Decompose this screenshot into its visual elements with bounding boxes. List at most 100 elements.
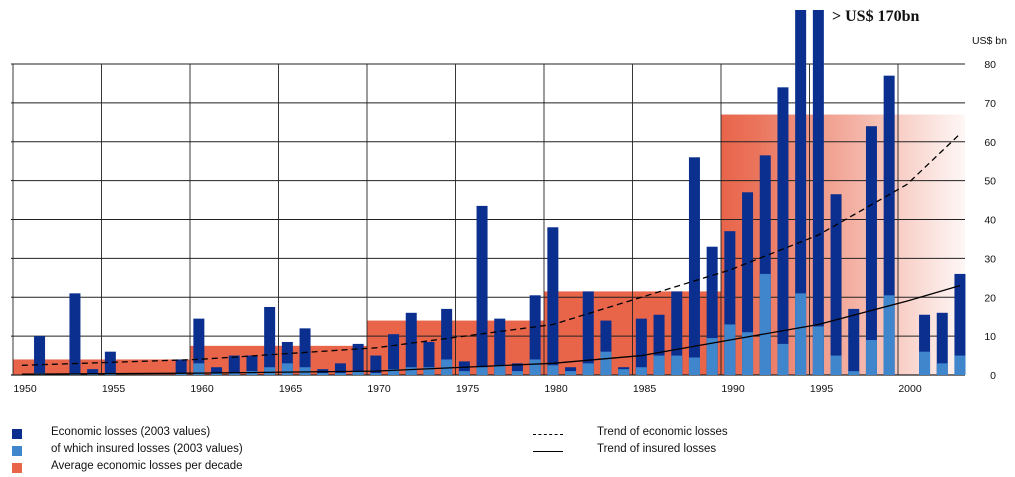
y-tick-label-0: 0 xyxy=(990,370,996,382)
bar-economic-1982 xyxy=(582,291,594,375)
bar-insured-1965 xyxy=(281,363,293,375)
legend-line-trend-economic xyxy=(533,434,563,435)
legend-label-trend-economic: Trend of economic losses xyxy=(597,426,728,438)
bar-economic-1999 xyxy=(883,75,895,375)
bar-economic-1998 xyxy=(865,126,877,375)
bar-insured-1980 xyxy=(547,365,559,375)
bar-insured-1977 xyxy=(494,365,506,375)
bar-insured-1994 xyxy=(795,293,807,375)
y-tick-label-20: 20 xyxy=(984,292,996,304)
bar-insured-1998 xyxy=(865,340,877,375)
bar-insured-1982 xyxy=(582,363,594,375)
bar-economic-1962 xyxy=(228,355,240,375)
bar-insured-1986 xyxy=(653,355,665,375)
bar-insured-1995 xyxy=(812,326,824,375)
bar-economic-1987 xyxy=(671,291,683,375)
bar-insured-1993 xyxy=(777,343,789,375)
legend-line-trend-insured xyxy=(533,451,563,452)
bar-insured-1979 xyxy=(529,359,541,375)
legend-swatch-economic xyxy=(12,429,22,439)
bar-economic-1985 xyxy=(635,318,647,375)
bar-insured-1974 xyxy=(441,359,453,375)
x-tick-label-1965: 1965 xyxy=(279,383,303,395)
bar-insured-1996 xyxy=(830,355,842,375)
bar-economic-1978 xyxy=(511,363,523,375)
legend-label-economic: Economic losses (2003 values) xyxy=(51,426,211,438)
bar-insured-1964 xyxy=(264,367,276,375)
bar-insured-1975 xyxy=(458,371,470,375)
bar-economic-1968 xyxy=(334,363,346,375)
bar-economic-1996 xyxy=(830,194,842,375)
x-tick-label-1995: 1995 xyxy=(810,383,834,395)
bar-insured-1987 xyxy=(671,355,683,375)
bar-economic-1954 xyxy=(87,369,99,375)
bar-economic-1995 xyxy=(812,10,824,375)
bar-insured-1966 xyxy=(299,367,311,375)
x-tick-label-1990: 1990 xyxy=(721,383,745,395)
bar-economic-1959 xyxy=(175,359,187,375)
bar-insured-1960 xyxy=(193,363,205,375)
bar-insured-1992 xyxy=(759,273,771,375)
bar-insured-1984 xyxy=(618,369,630,375)
bar-insured-1971 xyxy=(388,369,400,375)
bar-insured-1985 xyxy=(635,367,647,375)
trend-line-economic xyxy=(21,133,961,366)
bar-insured-1969 xyxy=(352,371,364,375)
bar-insured-1978 xyxy=(511,371,523,375)
x-tick-label-1980: 1980 xyxy=(544,383,568,395)
legend-label-trend-insured: Trend of insured losses xyxy=(597,443,717,455)
bar-economic-1963 xyxy=(246,355,258,375)
bar-insured-1954 xyxy=(87,374,99,375)
bar-economic-1966 xyxy=(299,328,311,375)
bar-economic-2001 xyxy=(919,314,931,375)
y-tick-label-50: 50 xyxy=(984,176,996,188)
bar-insured-1967 xyxy=(317,373,329,375)
legend-label-decade: Average economic losses per decade xyxy=(51,460,243,472)
legend-swatch-decade xyxy=(12,463,22,473)
bar-insured-1961 xyxy=(211,373,223,375)
bar-economic-1979 xyxy=(529,295,541,375)
bar-economic-1965 xyxy=(281,341,293,375)
loss-chart: 0 10 20 30 40 50 60 70 80 1950 1955 1960 1965 1970 197… xyxy=(11,8,1007,395)
legend-label-insured: of which insured losses (2003 values) xyxy=(51,443,243,455)
overflow-annotation: > US$ 170bn xyxy=(832,8,919,25)
bar-insured-1972 xyxy=(405,367,417,375)
bar-insured-1970 xyxy=(370,373,382,375)
bar-economic-1989 xyxy=(706,246,718,375)
bar-economic-2002 xyxy=(936,312,948,375)
bar-insured-1997 xyxy=(848,371,860,375)
bar-insured-1991 xyxy=(742,332,754,375)
bar-economic-1960 xyxy=(193,318,205,375)
y-tick-label-70: 70 xyxy=(984,98,996,110)
x-tick-label-1975: 1975 xyxy=(456,383,480,395)
bar-economic-1986 xyxy=(653,314,665,375)
trend-line-insured xyxy=(21,284,961,375)
bar-insured-1973 xyxy=(423,367,435,375)
bar-economic-1971 xyxy=(388,334,400,375)
bar-economic-1992 xyxy=(759,155,771,375)
x-tick-label-1970: 1970 xyxy=(367,383,391,395)
bar-insured-1988 xyxy=(688,357,700,375)
bar-economic-1983 xyxy=(600,320,612,375)
bar-economic-1977 xyxy=(494,318,506,375)
bar-economic-1975 xyxy=(458,361,470,375)
bar-economic-1970 xyxy=(370,355,382,375)
bar-economic-1955 xyxy=(104,351,116,375)
bar-economic-1972 xyxy=(405,312,417,375)
bar-economic-1951 xyxy=(34,336,46,375)
x-tick-label-1960: 1960 xyxy=(190,383,214,395)
y-tick-label-10: 10 xyxy=(984,331,996,343)
y-tick-label-30: 30 xyxy=(984,253,996,265)
bar-economic-1991 xyxy=(742,192,754,375)
x-tick-label-1985: 1985 xyxy=(633,383,657,395)
x-tick-label-1950: 1950 xyxy=(13,383,37,395)
bar-insured-1990 xyxy=(724,324,736,375)
bar-economic-1990 xyxy=(724,231,736,375)
legend-swatch-insured xyxy=(12,446,22,456)
x-tick-label-1955: 1955 xyxy=(102,383,126,395)
bar-insured-1962 xyxy=(228,373,240,375)
bar-insured-2001 xyxy=(919,351,931,375)
bar-insured-2002 xyxy=(936,363,948,375)
y-axis-label: US$ bn xyxy=(972,35,1007,47)
bar-economic-1974 xyxy=(441,308,453,375)
